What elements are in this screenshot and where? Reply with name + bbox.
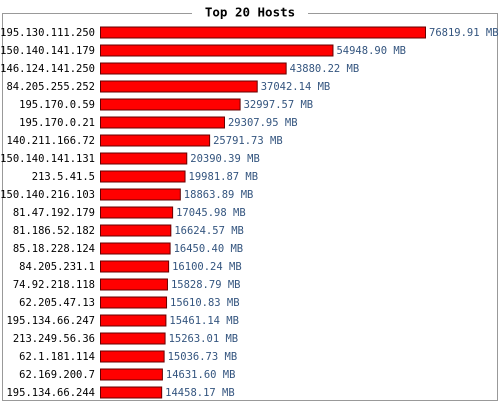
bar xyxy=(100,170,186,183)
bar xyxy=(100,152,188,165)
category-label: 150.140.216.103 xyxy=(0,189,95,201)
category-label: 62.205.47.13 xyxy=(19,297,95,309)
value-label: 15610.83 MB xyxy=(170,297,240,309)
category-label: 81.47.192.179 xyxy=(13,207,95,219)
bar xyxy=(100,278,168,291)
bar xyxy=(100,224,172,237)
bar xyxy=(100,116,225,129)
value-label: 15828.79 MB xyxy=(171,279,241,291)
value-label: 14458.17 MB xyxy=(165,387,235,399)
value-label: 76819.91 MB xyxy=(429,27,499,39)
value-label: 15263.01 MB xyxy=(169,333,239,345)
value-label: 15036.73 MB xyxy=(168,351,238,363)
category-label: 195.130.111.250 xyxy=(0,27,95,39)
value-label: 16450.40 MB xyxy=(174,243,244,255)
bar xyxy=(100,206,174,219)
bar xyxy=(100,260,170,273)
value-label: 43880.22 MB xyxy=(290,63,360,75)
bar xyxy=(100,98,241,111)
category-label: 213.249.56.36 xyxy=(13,333,95,345)
value-label: 25791.73 MB xyxy=(213,135,283,147)
value-label: 15461.14 MB xyxy=(169,315,239,327)
bar xyxy=(100,80,258,93)
value-label: 29307.95 MB xyxy=(228,117,298,129)
category-label: 195.134.66.247 xyxy=(6,315,95,327)
category-label: 195.134.66.244 xyxy=(6,387,95,399)
category-label: 74.92.218.118 xyxy=(13,279,95,291)
bar xyxy=(100,314,167,327)
category-label: 150.140.141.131 xyxy=(0,153,95,165)
bar xyxy=(100,242,171,255)
bar xyxy=(100,134,211,147)
category-label: 85.18.228.124 xyxy=(13,243,95,255)
value-label: 20390.39 MB xyxy=(190,153,260,165)
value-label: 16624.57 MB xyxy=(174,225,244,237)
bar xyxy=(100,296,168,309)
value-label: 32997.57 MB xyxy=(244,99,314,111)
category-label: 146.124.141.250 xyxy=(0,63,95,75)
category-label: 140.211.166.72 xyxy=(6,135,95,147)
category-label: 150.140.141.179 xyxy=(0,45,95,57)
bar xyxy=(100,188,181,201)
value-label: 16100.24 MB xyxy=(172,261,242,273)
category-label: 84.205.231.1 xyxy=(19,261,95,273)
bar xyxy=(100,368,163,381)
title-bg xyxy=(192,5,308,21)
value-label: 18863.89 MB xyxy=(184,189,254,201)
category-label: 195.170.0.21 xyxy=(19,117,95,129)
value-label: 54948.90 MB xyxy=(336,45,406,57)
category-label: 81.186.52.182 xyxy=(13,225,95,237)
value-label: 14631.60 MB xyxy=(166,369,236,381)
category-label: 195.170.0.59 xyxy=(19,99,95,111)
bar xyxy=(100,386,163,399)
value-label: 37042.14 MB xyxy=(261,81,331,93)
category-label: 84.205.255.252 xyxy=(6,81,95,93)
category-label: 62.169.200.7 xyxy=(19,369,95,381)
value-label: 17045.98 MB xyxy=(176,207,246,219)
chart-title: Top 20 Hosts xyxy=(205,5,295,20)
bar xyxy=(100,62,287,75)
bar xyxy=(100,332,166,345)
category-label: 62.1.181.114 xyxy=(19,351,95,363)
value-label: 19981.87 MB xyxy=(189,171,259,183)
bar xyxy=(100,44,334,57)
bar xyxy=(100,350,165,363)
bar xyxy=(100,26,426,39)
category-label: 213.5.41.5 xyxy=(32,171,95,183)
